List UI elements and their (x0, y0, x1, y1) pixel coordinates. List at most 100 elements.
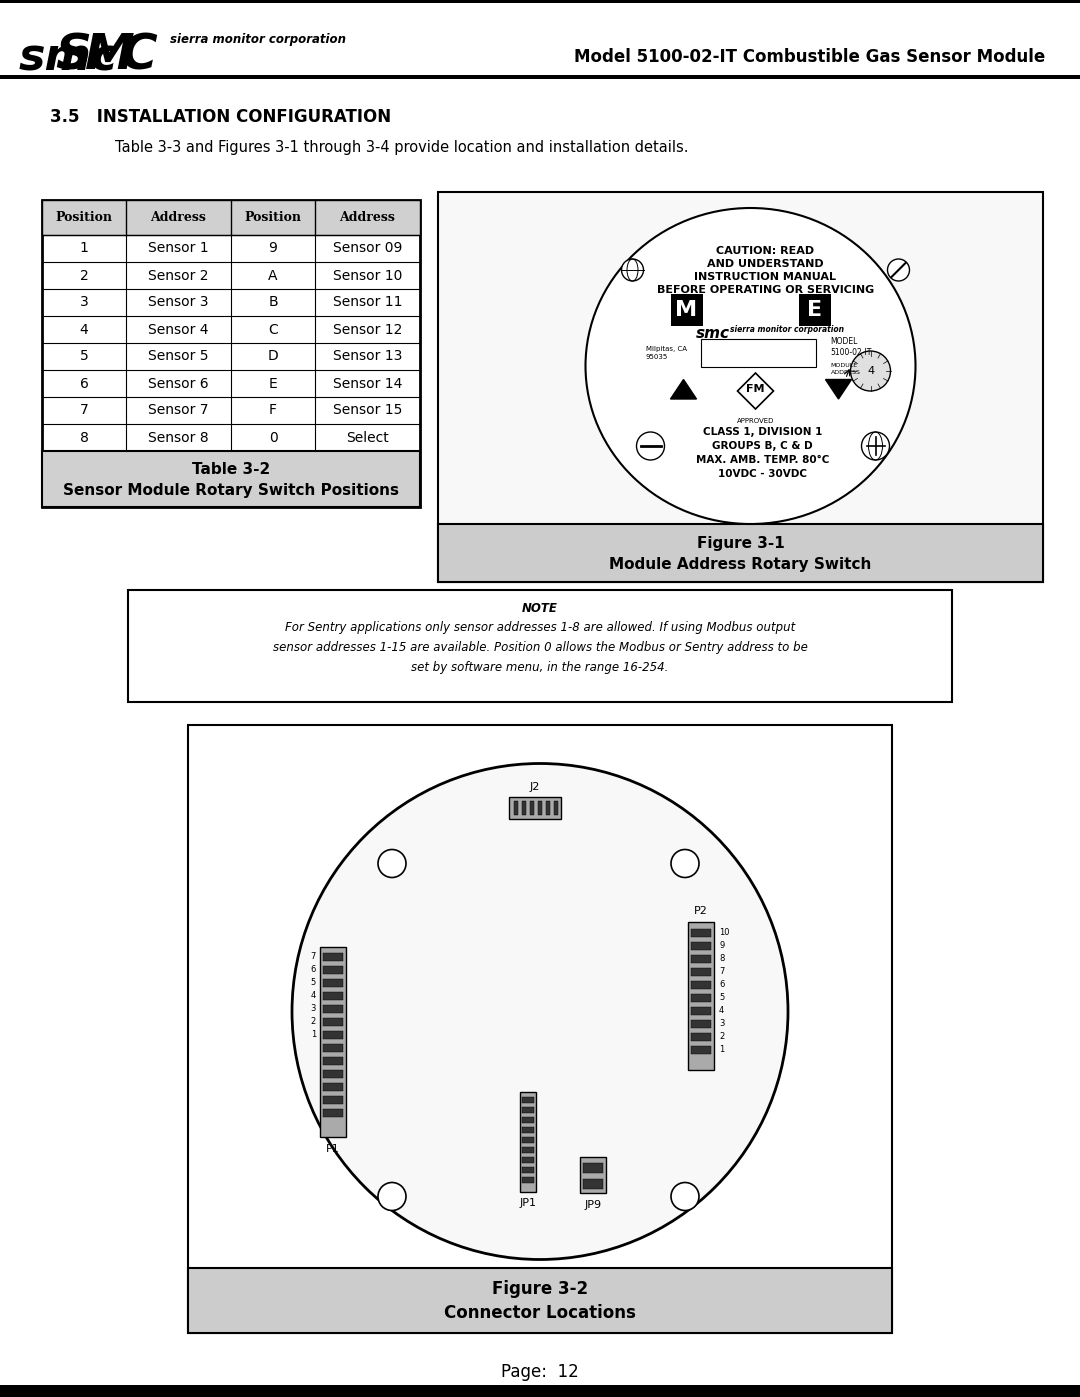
Bar (323, 1108, 343, 1116)
Bar (522, 1097, 534, 1102)
Bar (522, 1116, 534, 1123)
Bar (522, 1126, 534, 1133)
Text: Sensor 6: Sensor 6 (148, 377, 208, 391)
Text: Sensor 7: Sensor 7 (148, 404, 208, 418)
Text: FM: FM (746, 384, 765, 394)
Bar (323, 1004, 343, 1013)
Text: Model 5100-02-IT Combustible Gas Sensor Module: Model 5100-02-IT Combustible Gas Sensor … (573, 47, 1045, 66)
Text: C: C (120, 31, 157, 80)
Text: D: D (268, 349, 279, 363)
Bar (691, 929, 711, 936)
Text: 4: 4 (719, 1006, 725, 1016)
Text: Sensor 3: Sensor 3 (148, 296, 208, 310)
Circle shape (671, 849, 699, 877)
Bar (522, 1157, 534, 1162)
Text: Sensor 14: Sensor 14 (333, 377, 402, 391)
Text: Address: Address (150, 211, 206, 224)
Text: Address: Address (339, 211, 395, 224)
Text: NOTE: NOTE (522, 602, 558, 615)
Text: JP1: JP1 (519, 1199, 537, 1208)
Bar (688, 922, 714, 1070)
Text: sierra monitor corporation: sierra monitor corporation (170, 34, 346, 46)
Text: Sensor 11: Sensor 11 (333, 296, 402, 310)
Bar (514, 800, 518, 814)
Text: M: M (85, 31, 135, 80)
Text: For Sentry applications only sensor addresses 1-8 are allowed. If using Modbus o: For Sentry applications only sensor addr… (285, 622, 795, 634)
Bar (0, 0, 1080, 3)
Text: 6: 6 (311, 965, 316, 974)
Text: 8: 8 (719, 954, 725, 963)
Bar (188, 725, 892, 1333)
Bar (519, 1091, 536, 1192)
Bar (691, 981, 711, 989)
Text: 4: 4 (80, 323, 89, 337)
Polygon shape (671, 380, 697, 400)
Text: S: S (55, 31, 91, 80)
Text: 6: 6 (719, 981, 725, 989)
Text: set by software menu, in the range 16-254.: set by software menu, in the range 16-25… (411, 662, 669, 675)
Text: sensor addresses 1-15 are available. Position 0 allows the Modbus or Sentry addr: sensor addresses 1-15 are available. Pos… (272, 641, 808, 655)
Text: 3: 3 (719, 1018, 725, 1028)
Text: Sensor 13: Sensor 13 (333, 349, 402, 363)
Text: MODULE
ADDRESS: MODULE ADDRESS (831, 363, 861, 374)
Bar (323, 1083, 343, 1091)
Text: 2: 2 (719, 1032, 725, 1041)
Text: Sensor 2: Sensor 2 (148, 268, 208, 282)
Text: 10: 10 (719, 928, 729, 937)
Circle shape (851, 351, 891, 391)
Bar (691, 1032, 711, 1041)
Text: 3: 3 (80, 296, 89, 310)
Text: MAX. AMB. TEMP. 80°C: MAX. AMB. TEMP. 80°C (696, 455, 829, 465)
Bar (583, 1179, 603, 1189)
Text: INSTRUCTION MANUAL: INSTRUCTION MANUAL (694, 272, 837, 282)
Bar (671, 293, 702, 326)
Bar (691, 968, 711, 975)
Bar (320, 947, 346, 1137)
Bar (538, 800, 542, 814)
Text: Figure 3-1: Figure 3-1 (697, 535, 784, 550)
Text: Sensor 5: Sensor 5 (148, 349, 208, 363)
Bar (188, 1268, 892, 1333)
Ellipse shape (292, 764, 788, 1260)
Bar (691, 954, 711, 963)
Ellipse shape (585, 208, 916, 524)
Text: C: C (268, 323, 278, 337)
Text: 9: 9 (719, 942, 725, 950)
Text: JP9: JP9 (584, 1200, 602, 1210)
Circle shape (671, 1182, 699, 1210)
Text: 8: 8 (80, 430, 89, 444)
Text: F: F (269, 404, 276, 418)
Text: sierra monitor corporation: sierra monitor corporation (730, 324, 845, 334)
Text: 3.5   INSTALLATION CONFIGURATION: 3.5 INSTALLATION CONFIGURATION (50, 108, 391, 126)
Text: 7: 7 (311, 951, 316, 961)
Bar (522, 1147, 534, 1153)
Text: 0: 0 (269, 430, 278, 444)
Text: E: E (807, 300, 822, 320)
Bar (323, 1070, 343, 1077)
Text: 10VDC - 30VDC: 10VDC - 30VDC (718, 469, 807, 479)
Bar (323, 1017, 343, 1025)
Bar (42, 451, 420, 507)
Bar (323, 1056, 343, 1065)
Text: 4: 4 (311, 990, 316, 1000)
Text: P2: P2 (694, 907, 707, 916)
Text: GROUPS B, C & D: GROUPS B, C & D (712, 441, 813, 451)
Bar (583, 1162, 603, 1172)
Circle shape (378, 849, 406, 877)
Bar (323, 978, 343, 986)
Bar (323, 1044, 343, 1052)
Bar (323, 992, 343, 999)
Circle shape (862, 432, 890, 460)
Text: smc: smc (696, 326, 729, 341)
Polygon shape (738, 373, 773, 409)
Bar (522, 1137, 534, 1143)
Bar (129, 590, 951, 703)
Text: Sensor 1: Sensor 1 (148, 242, 208, 256)
Text: CLASS 1, DIVISION 1: CLASS 1, DIVISION 1 (703, 427, 822, 437)
Bar (554, 800, 558, 814)
Bar (522, 1166, 534, 1172)
Text: Sensor 12: Sensor 12 (333, 323, 402, 337)
Text: Position: Position (55, 211, 112, 224)
Text: Table 3-3 and Figures 3-1 through 3-4 provide location and installation details.: Table 3-3 and Figures 3-1 through 3-4 pr… (114, 140, 689, 155)
Text: E: E (269, 377, 278, 391)
